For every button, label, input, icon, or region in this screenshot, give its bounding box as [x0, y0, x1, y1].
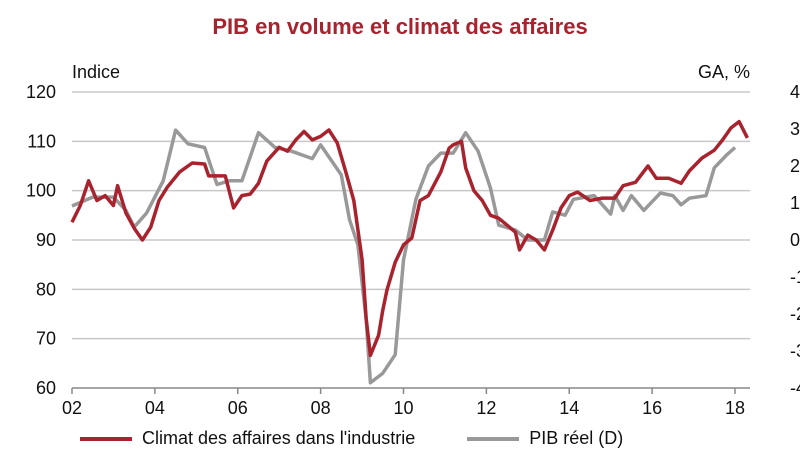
y-right-tick-label: 3 [790, 119, 800, 139]
series-line-climat [70, 119, 749, 358]
legend-label-climat: Climat des affaires dans l'industrie [142, 428, 416, 448]
y-right-tick-label: -4 [790, 378, 800, 398]
y-right-tick-label: -2 [790, 304, 800, 324]
series-line-pib [71, 128, 737, 385]
x-tick-label: 06 [228, 398, 248, 418]
y-left-tick-label: 80 [36, 279, 56, 299]
x-tick-label: 08 [311, 398, 331, 418]
x-tick-label: 04 [145, 398, 165, 418]
y-right-label: GA, % [698, 62, 750, 82]
y-right-tick-label: -3 [790, 341, 800, 361]
x-tick-label: 18 [725, 398, 745, 418]
y-right-tick-label: -1 [790, 267, 800, 287]
y-right-tick-label: 2 [790, 156, 800, 176]
x-tick-label: 16 [642, 398, 662, 418]
chart-title: PIB en volume et climat des affaires [212, 14, 588, 39]
y-left-tick-label: 70 [36, 329, 56, 349]
y-left-label: Indice [72, 62, 120, 82]
y-left-tick-label: 100 [26, 181, 56, 201]
y-right-tick-label: 0 [790, 230, 800, 250]
legend-swatch-pib [467, 436, 520, 441]
x-tick-label: 14 [559, 398, 579, 418]
x-tick-label: 10 [393, 398, 413, 418]
legend: Climat des affaires dans l'industrie PIB… [80, 428, 623, 449]
legend-label-pib: PIB réel (D) [529, 428, 624, 448]
y-left-tick-label: 90 [36, 230, 56, 250]
x-tick-label: 12 [476, 398, 496, 418]
y-left-tick-label: 120 [26, 82, 56, 102]
y-right-tick-label: 1 [790, 193, 800, 213]
x-tick-label: 02 [62, 398, 82, 418]
y-left-tick-label: 60 [36, 378, 56, 398]
y-right-tick-label: 4 [790, 82, 800, 102]
y-left-tick-label: 110 [27, 131, 56, 151]
legend-swatch-climat [80, 436, 132, 441]
